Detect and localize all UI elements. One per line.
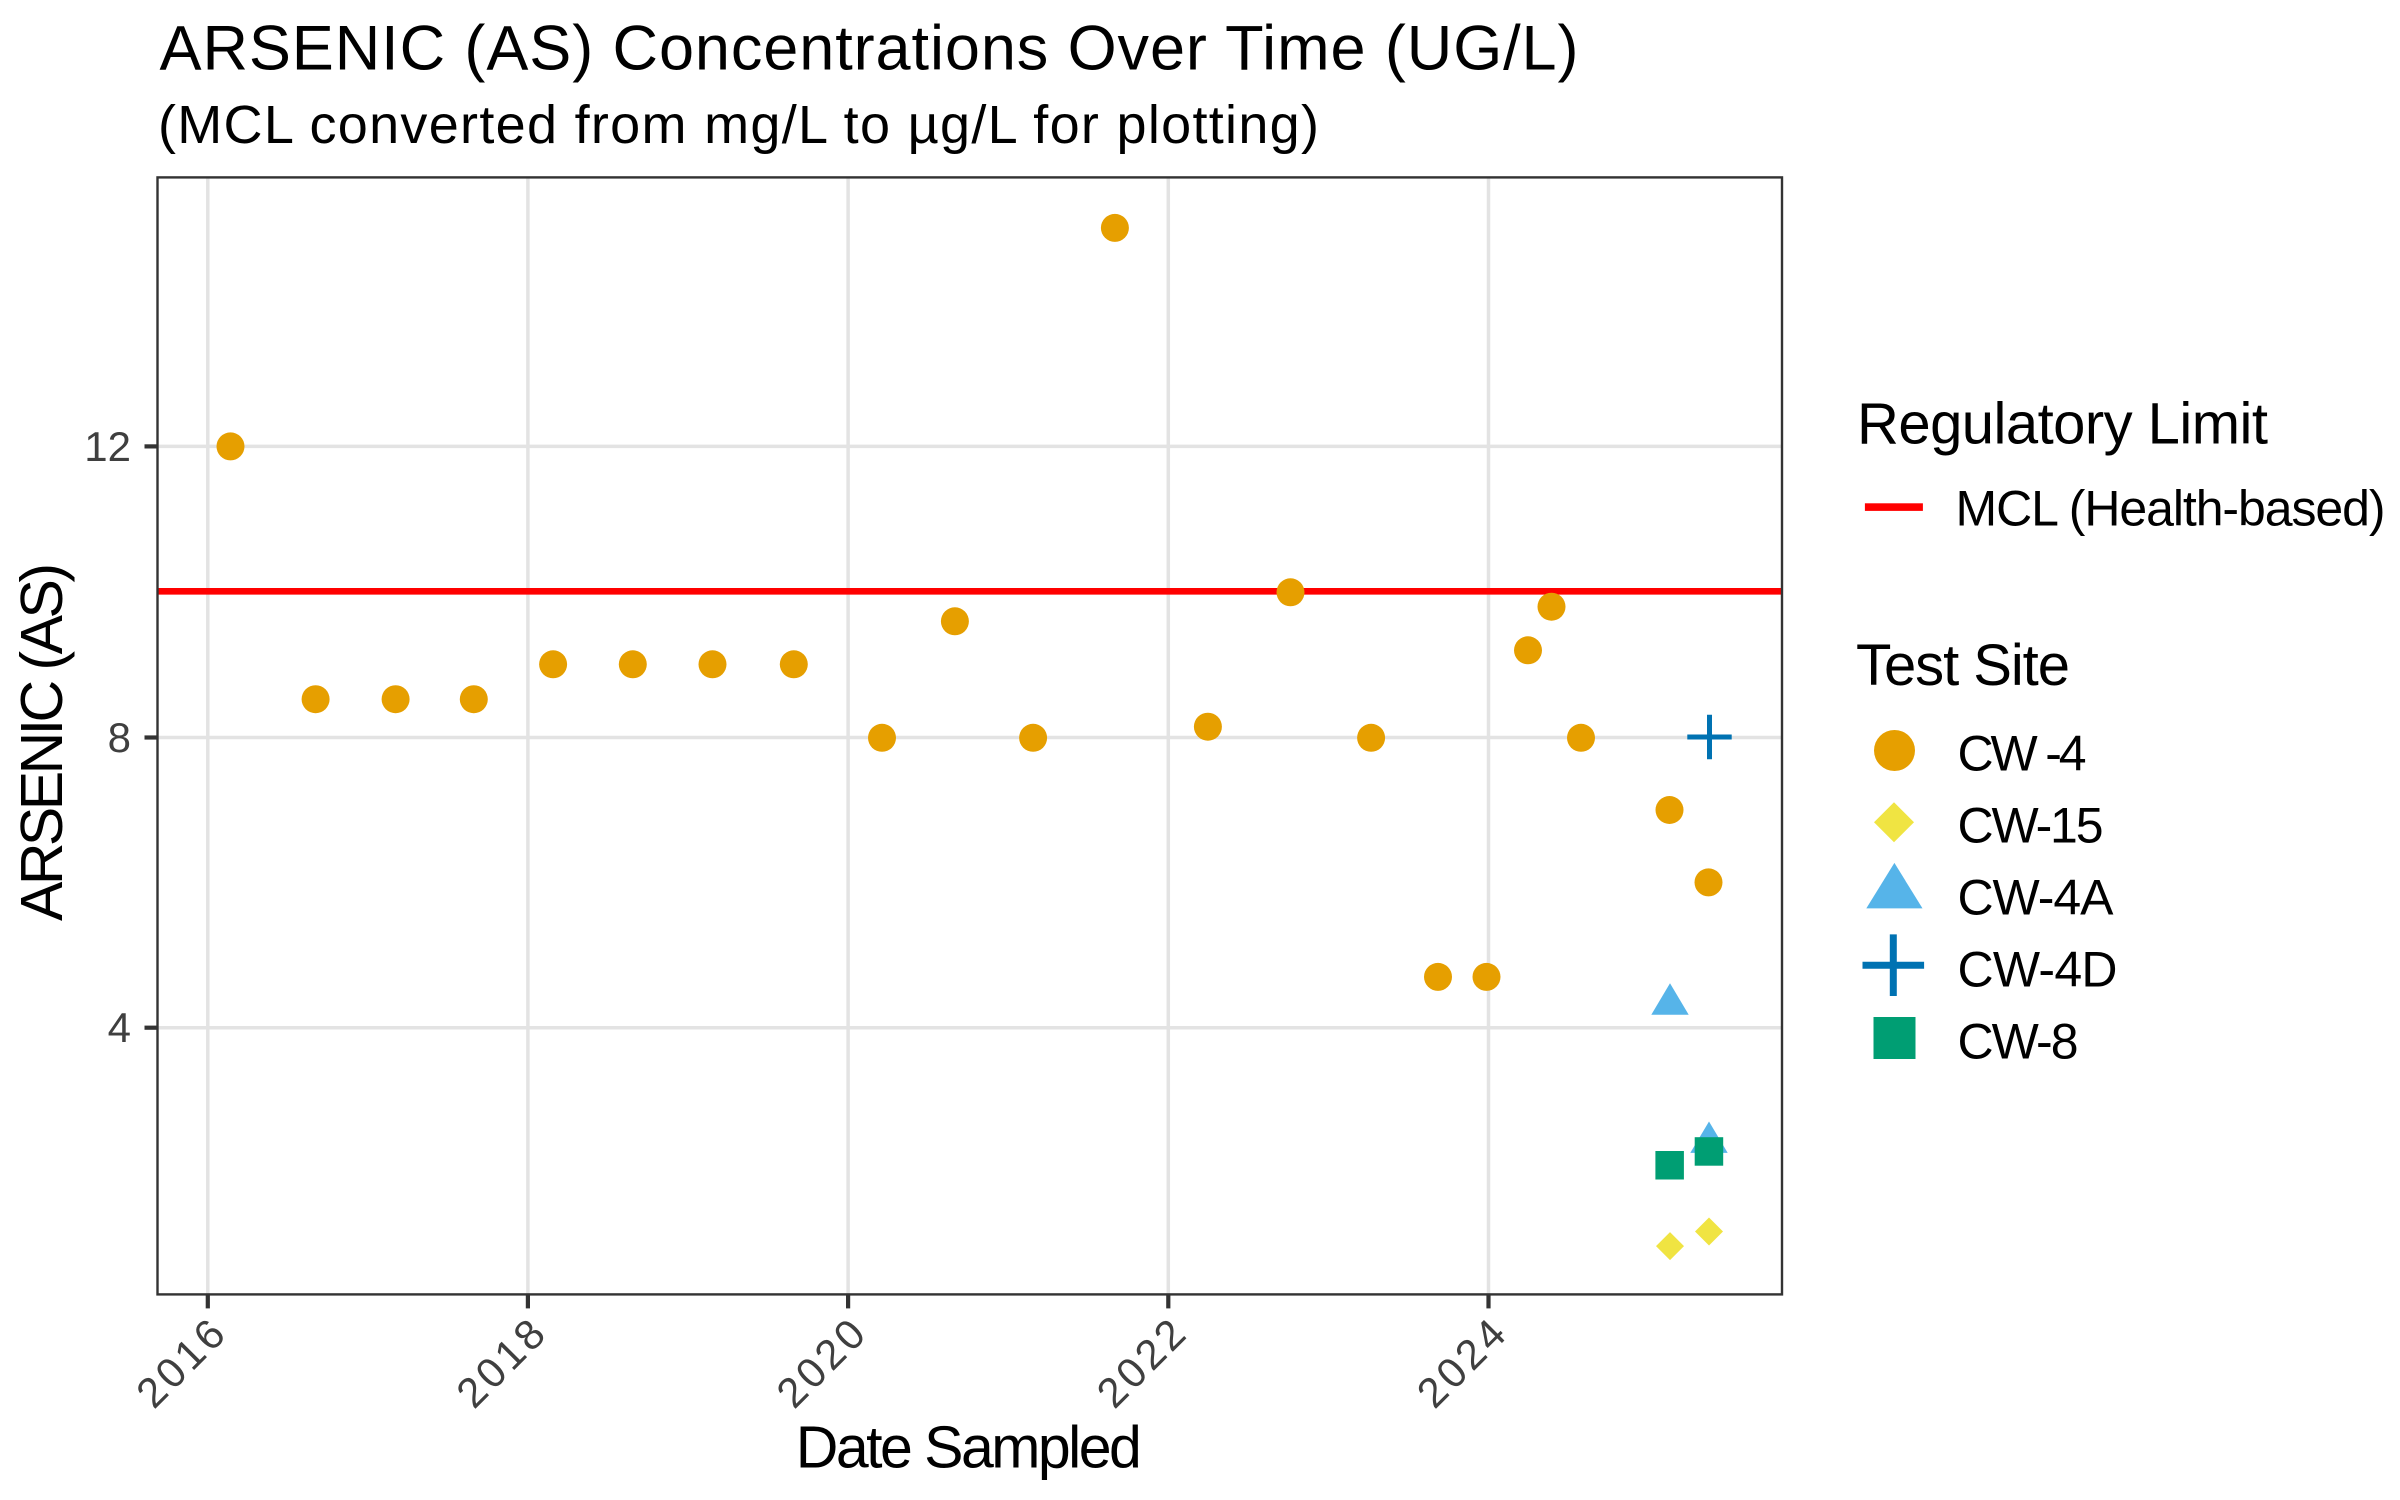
svg-text:CW-15: CW-15 [1958, 797, 2104, 853]
svg-text:Test Site: Test Site [1856, 633, 2070, 698]
svg-text:12: 12 [84, 423, 131, 470]
svg-text:MCL (Health-based): MCL (Health-based) [1956, 481, 2386, 537]
svg-text:(MCL converted from mg/L to µg: (MCL converted from mg/L to µg/L for plo… [158, 95, 1319, 155]
svg-text:ARSENIC (AS) Concentrations Ov: ARSENIC (AS) Concentrations Over Time (U… [160, 14, 1579, 84]
svg-text:CW-4D: CW-4D [1958, 942, 2118, 998]
svg-text:CW-8: CW-8 [1958, 1013, 2079, 1069]
svg-text:8: 8 [108, 714, 131, 761]
svg-text:CW -4: CW -4 [1958, 725, 2087, 781]
svg-text:4: 4 [108, 1004, 131, 1051]
svg-text:CW-4A: CW-4A [1958, 870, 2115, 926]
svg-text:Regulatory Limit: Regulatory Limit [1857, 392, 2268, 457]
svg-text:ARSENIC (AS): ARSENIC (AS) [9, 563, 75, 921]
svg-text:Date Sampled: Date Sampled [796, 1415, 1142, 1481]
